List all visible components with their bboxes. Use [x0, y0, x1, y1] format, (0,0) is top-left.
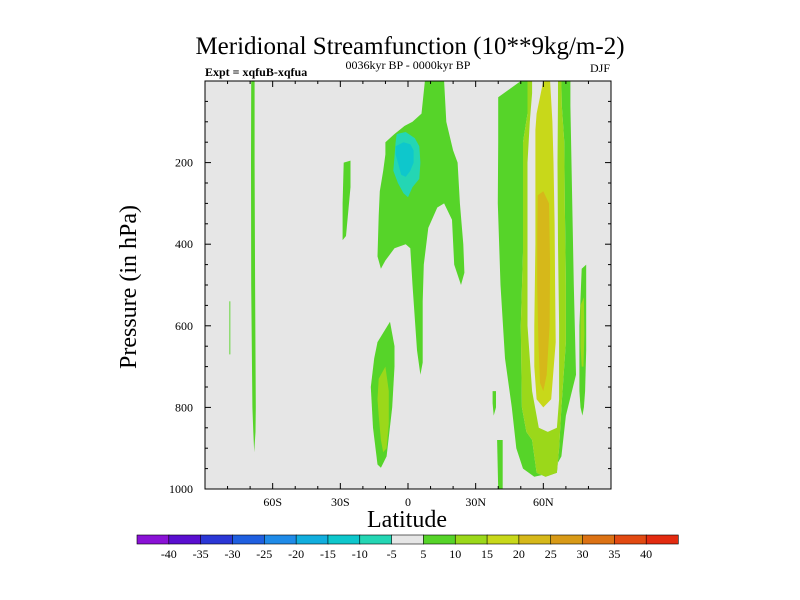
contour-region-c10: [377, 366, 389, 453]
plot-frame: [204, 80, 612, 490]
colorbar-label: -15: [320, 547, 336, 561]
y-tick-label: 400: [175, 237, 193, 251]
y-tick-label: 600: [175, 319, 193, 333]
colorbar-swatch: [582, 534, 615, 545]
colorbar-swatch: [518, 534, 552, 545]
colorbar-swatch: [263, 534, 297, 545]
x-axis-label: Latitude: [367, 507, 447, 533]
colorbar-swatch: [295, 534, 329, 545]
y-tick-label: 800: [175, 400, 193, 414]
colorbar-label: 30: [577, 547, 589, 561]
y-tick-labels: 200 400 600 800 1000: [169, 156, 193, 496]
contour-region-c5: [395, 142, 414, 177]
plot-area: [204, 80, 612, 490]
colorbar-label: 20: [513, 547, 525, 561]
x-tick-label: 30N: [465, 495, 486, 509]
x-tick-labels: 60S 30S 0 30N 60N: [263, 495, 554, 509]
colorbar-swatch: [359, 534, 393, 545]
chart-subtitle: 0036kyr BP - 0000kyr BP: [346, 58, 471, 72]
chart-title: Meridional Streamfunction (10**9kg/m-2): [195, 33, 624, 60]
contour-region-c1: [251, 81, 256, 453]
y-axis-label: Pressure (in hPa): [116, 205, 142, 369]
contour-region-c16: [580, 297, 585, 367]
colorbar-swatch: [645, 534, 679, 545]
colorbar-label: -10: [352, 547, 368, 561]
colorbar-label: 25: [545, 547, 557, 561]
colorbar-swatch: [454, 534, 488, 545]
y-tick-label: 200: [175, 156, 193, 170]
colorbar-label: 35: [608, 547, 620, 561]
colorbar-swatch: [550, 534, 584, 545]
colorbar-swatch: [423, 534, 456, 545]
colorbar-label: -5: [387, 547, 397, 561]
contour-region-c7: [492, 391, 496, 416]
x-tick-label: 0: [405, 495, 411, 509]
experiment-label: Expt = xqfuB-xqfua: [205, 65, 307, 79]
colorbar-swatch: [168, 534, 202, 545]
colorbar-label: -20: [288, 547, 304, 561]
contour-layer: [229, 81, 587, 489]
colorbar-swatch: [486, 534, 520, 545]
colorbar-label: -40: [161, 547, 177, 561]
season-label: DJF: [590, 61, 610, 75]
contour-region-c12: [520, 81, 566, 477]
x-tick-label: 30S: [331, 495, 350, 509]
x-tick-label: 60N: [533, 495, 554, 509]
colorbar-label: 5: [420, 547, 426, 561]
colorbar-label: -35: [193, 547, 209, 561]
contour-region-c11: [497, 81, 576, 477]
contour-region-c6: [342, 160, 351, 241]
colorbar-swatch: [327, 534, 361, 545]
contour-region-c2: [229, 301, 231, 355]
colorbar-label: -30: [224, 547, 240, 561]
colorbar-label: 10: [449, 547, 461, 561]
contour-region-c8: [497, 440, 503, 489]
colorbar-swatch: [232, 534, 265, 545]
colorbar-swatch: [200, 534, 234, 545]
colorbar-swatch: [614, 534, 647, 545]
y-tick-label: 1000: [169, 482, 193, 496]
x-tick-label: 60S: [263, 495, 282, 509]
colorbar-label: 15: [481, 547, 493, 561]
colorbar: [136, 534, 679, 545]
colorbar-swatch: [391, 534, 425, 545]
colorbar-swatch: [136, 534, 170, 545]
contour-region-c14: [537, 191, 551, 392]
colorbar-label: -25: [256, 547, 272, 561]
colorbar-label: 40: [640, 547, 652, 561]
colorbar-labels: -40 -35 -30 -25 -20 -15 -10 -5 5 10 15 20 25 30 35 40: [161, 547, 652, 561]
